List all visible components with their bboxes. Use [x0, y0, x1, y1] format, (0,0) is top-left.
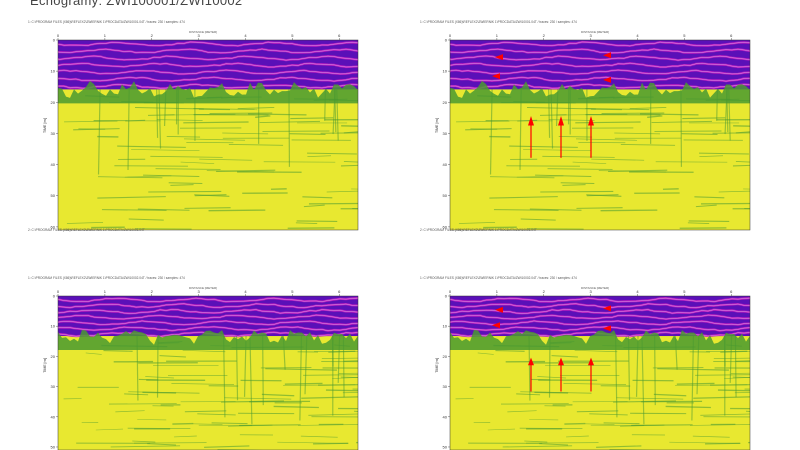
annotation-arrow	[588, 357, 594, 392]
x-tick-label: 2	[151, 33, 154, 38]
y-tick-label: 0	[445, 294, 448, 299]
y-tick-label: 50	[443, 444, 448, 449]
annotation-arrow	[528, 116, 534, 158]
annotation-arrow	[528, 357, 534, 392]
annotation-marker	[495, 54, 503, 61]
y-axis-label: TIME [ns]	[43, 118, 47, 133]
annotation-arrow	[558, 116, 564, 158]
y-tick-label: 0	[445, 38, 448, 43]
x-tick-label: 3	[198, 33, 201, 38]
y-axis-label: TIME [ns]	[435, 358, 439, 373]
slide-title: Echogramy: ZWI100001/ZWI10002	[30, 0, 243, 8]
x-tick-label: 1	[104, 289, 107, 294]
x-tick-label: 3	[590, 289, 593, 294]
x-tick-label: 2	[543, 289, 546, 294]
panel-footer: 2: C:\PROGRAM FILES (X86)\REFLEX2\ZWIERN…	[420, 228, 537, 232]
y-axis-label: TIME [ns]	[43, 358, 47, 373]
echogram-panel-1: 1: C:\PROGRAM FILES (X86)\REFLEX2\ZWIERN…	[28, 20, 378, 235]
y-tick-label: 20	[51, 100, 56, 105]
x-tick-label: 1	[496, 289, 499, 294]
y-tick-label: 10	[443, 69, 448, 74]
y-tick-label: 40	[51, 414, 56, 419]
x-tick-label: 5	[291, 289, 294, 294]
panel-header: 1: C:\PROGRAM FILES (X86)\REFLEX2\ZWIERN…	[28, 276, 185, 280]
y-tick-label: 40	[443, 414, 448, 419]
y-tick-label: 10	[443, 324, 448, 329]
x-tick-label: 1	[104, 33, 107, 38]
y-tick-label: 20	[443, 354, 448, 359]
echogram-plot: 0 1 2 3 4 5 6 0 10 20 30 40 50 TIME [ns]	[435, 289, 751, 450]
x-tick-label: 0	[57, 33, 60, 38]
x-tick-label: 0	[449, 33, 452, 38]
panel-header: 1: C:\PROGRAM FILES (X86)\REFLEX2\ZWIERN…	[420, 20, 577, 24]
x-tick-label: 4	[636, 33, 639, 38]
x-tick-label: 6	[338, 33, 341, 38]
x-tick-label: 6	[730, 33, 733, 38]
x-tick-label: 6	[338, 289, 341, 294]
distance-axis-title: DISTANCE [METER]	[581, 286, 609, 290]
y-tick-label: 30	[51, 384, 56, 389]
x-tick-label: 3	[590, 33, 593, 38]
y-tick-label: 60	[443, 224, 448, 229]
x-tick-label: 4	[636, 289, 639, 294]
x-tick-label: 6	[730, 289, 733, 294]
y-axis-label: TIME [ns]	[435, 118, 439, 133]
x-tick-label: 5	[683, 33, 686, 38]
panel-header: 1: C:\PROGRAM FILES (X86)\REFLEX2\ZWIERN…	[420, 276, 577, 280]
y-tick-label: 40	[443, 162, 448, 167]
x-tick-label: 5	[291, 33, 294, 38]
annotation-marker	[492, 322, 500, 329]
y-tick-label: 10	[51, 324, 56, 329]
y-tick-label: 20	[443, 100, 448, 105]
distance-axis-title: DISTANCE [METER]	[189, 30, 217, 34]
annotation-arrow	[588, 116, 594, 158]
y-tick-label: 20	[51, 354, 56, 359]
distance-axis-title: DISTANCE [METER]	[581, 30, 609, 34]
annotation-arrow	[558, 357, 564, 392]
annotation-marker	[603, 305, 611, 312]
annotation-marker	[603, 76, 611, 83]
y-tick-label: 50	[51, 444, 56, 449]
y-tick-label: 50	[443, 193, 448, 198]
echogram-panel-3: 1: C:\PROGRAM FILES (X86)\REFLEX2\ZWIERN…	[28, 276, 378, 450]
y-tick-label: 30	[51, 131, 56, 136]
echogram-panel-2-annotated: 1: C:\PROGRAM FILES (X86)\REFLEX2\ZWIERN…	[420, 20, 770, 235]
distance-axis-title: DISTANCE [METER]	[189, 286, 217, 290]
y-tick-label: 0	[53, 294, 56, 299]
x-tick-label: 4	[244, 33, 247, 38]
panel-footer: 2: C:\PROGRAM FILES (X86)\REFLEX2\ZWIERN…	[28, 228, 145, 232]
annotation-marker	[495, 306, 503, 313]
echogram-plot: 0 1 2 3 4 5 6 0 10 20 30 40 50 TIME [ns]	[43, 289, 359, 450]
annotation-marker	[603, 325, 611, 332]
y-tick-label: 50	[51, 193, 56, 198]
x-tick-label: 2	[543, 33, 546, 38]
x-tick-label: 2	[151, 289, 154, 294]
annotation-marker	[603, 52, 611, 59]
y-tick-label: 0	[53, 38, 56, 43]
x-tick-label: 1	[496, 33, 499, 38]
y-tick-label: 40	[51, 162, 56, 167]
y-tick-label: 10	[51, 69, 56, 74]
annotation-marker	[492, 73, 500, 80]
y-tick-label: 30	[443, 131, 448, 136]
y-tick-label: 30	[443, 384, 448, 389]
x-tick-label: 4	[244, 289, 247, 294]
echogram-panel-4-annotated: 1: C:\PROGRAM FILES (X86)\REFLEX2\ZWIERN…	[420, 276, 770, 450]
x-tick-label: 3	[198, 289, 201, 294]
y-tick-label: 60	[51, 224, 56, 229]
x-tick-label: 5	[683, 289, 686, 294]
panel-header: 1: C:\PROGRAM FILES (X86)\REFLEX2\ZWIERN…	[28, 20, 185, 24]
x-tick-label: 0	[57, 289, 60, 294]
x-tick-label: 0	[449, 289, 452, 294]
